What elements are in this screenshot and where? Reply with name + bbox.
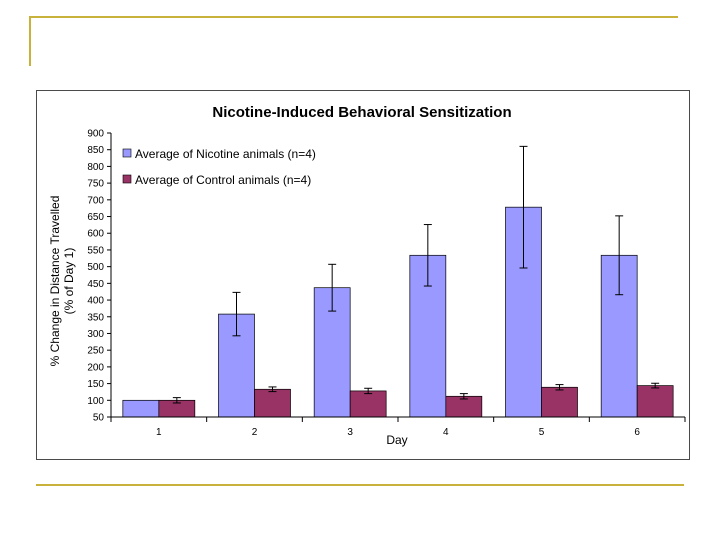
y-tick-label: 600 (87, 229, 104, 240)
legend-swatch-nicotine (122, 148, 132, 158)
decorative-left-rule (29, 16, 31, 66)
y-tick-label: 900 (87, 129, 104, 140)
y-axis-ticks: 50 100 150 200 250 300 350 400 450 500 550 600 650 70… (87, 129, 111, 424)
decorative-top-rule (30, 16, 678, 18)
y-tick-label: 750 (87, 179, 104, 190)
bar-control (541, 386, 578, 418)
y-tick-label: 800 (87, 162, 104, 173)
bar-control (636, 385, 674, 418)
y-tick-label: 450 (87, 279, 104, 290)
y-tick-label: 850 (87, 145, 104, 156)
y-axis-title-line2: (% of Day 1) (62, 248, 76, 315)
y-tick-label: 300 (87, 329, 104, 340)
chart-title: Nicotine-Induced Behavioral Sensitizatio… (212, 104, 511, 121)
y-axis-title: % Change in Distance Travelled (% of Day… (48, 196, 76, 367)
x-tick-label: 6 (634, 427, 640, 438)
x-tick-label: 3 (347, 427, 353, 438)
y-tick-label: 350 (87, 312, 104, 323)
y-tick-label: 500 (87, 262, 104, 273)
decorative-bottom-rule (36, 484, 684, 486)
bar-chart: Nicotine-Induced Behavioral Sensitizatio… (48, 104, 686, 447)
error-bars (172, 145, 660, 404)
bars (122, 206, 674, 418)
y-tick-label: 200 (87, 362, 104, 373)
legend-label-nicotine: Average of Nicotine animals (n=4) (135, 147, 316, 161)
x-tick-label: 5 (539, 427, 545, 438)
bar-nicotine (122, 399, 160, 418)
bar-nicotine (218, 313, 255, 418)
y-tick-label: 650 (87, 212, 104, 223)
x-tick-label: 2 (252, 427, 258, 438)
y-tick-label: 550 (87, 245, 104, 256)
y-tick-label: 50 (93, 413, 105, 424)
chart-frame: Nicotine-Induced Behavioral Sensitizatio… (36, 90, 690, 460)
legend-label-control: Average of Control animals (n=4) (135, 173, 311, 187)
legend: Average of Nicotine animals (n=4) Averag… (122, 147, 316, 187)
bar-control (349, 390, 387, 418)
y-tick-label: 250 (87, 346, 104, 357)
x-tick-label: 4 (443, 427, 449, 438)
x-tick-label: 1 (156, 427, 162, 438)
legend-swatch-control (122, 174, 132, 184)
y-axis-title-line1: % Change in Distance Travelled (48, 196, 62, 367)
x-axis-title: Day (386, 433, 407, 447)
y-tick-label: 400 (87, 296, 104, 307)
y-tick-label: 700 (87, 195, 104, 206)
bar-control (254, 388, 291, 418)
y-tick-label: 150 (87, 379, 104, 390)
x-axis-ticks: 1 2 3 4 5 6 (110, 417, 686, 438)
y-tick-label: 100 (87, 396, 104, 407)
